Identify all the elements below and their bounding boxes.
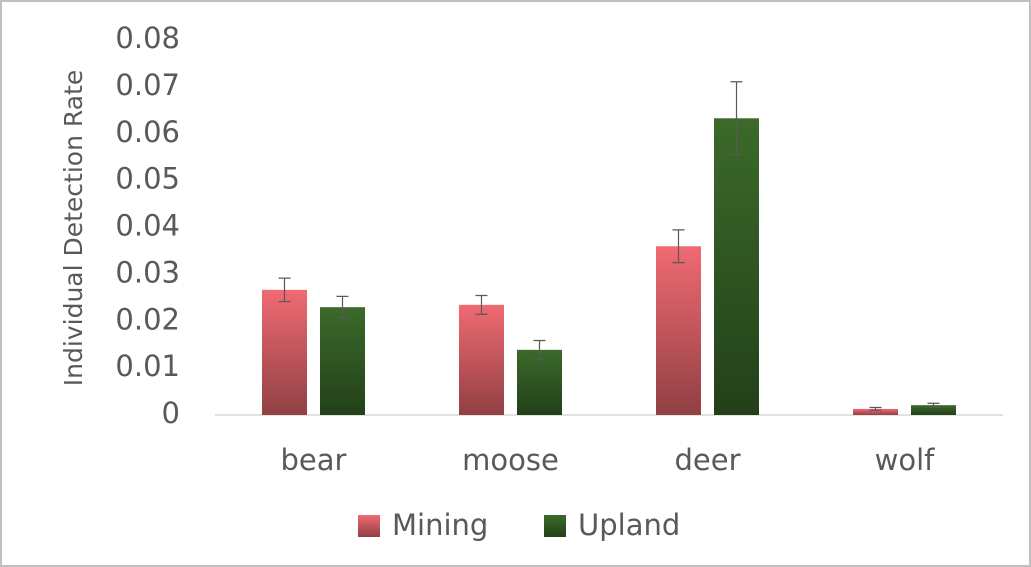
legend-label: Mining xyxy=(392,508,488,542)
bar xyxy=(459,304,504,415)
error-bar xyxy=(475,294,488,315)
error-bar xyxy=(533,339,546,360)
y-tick-label: 0.02 xyxy=(115,302,180,336)
error-bar xyxy=(927,402,940,408)
bar xyxy=(517,349,562,415)
y-tick-label: 0.08 xyxy=(115,21,180,55)
y-tick-label: 0 xyxy=(162,396,180,430)
x-tick-label: moose xyxy=(462,443,559,477)
error-bar xyxy=(336,295,349,319)
bar xyxy=(262,289,307,415)
y-tick-label: 0.03 xyxy=(115,255,180,289)
bar xyxy=(853,408,898,415)
error-bar xyxy=(730,81,743,156)
y-tick-label: 0.04 xyxy=(115,209,180,243)
error-bar xyxy=(869,406,882,411)
y-tick-label: 0.06 xyxy=(115,115,180,149)
legend-swatch xyxy=(544,515,566,537)
legend-label: Upland xyxy=(578,508,680,542)
bar xyxy=(656,246,701,415)
y-tick-label: 0.01 xyxy=(115,349,180,383)
x-tick-label: bear xyxy=(281,443,347,477)
y-tick-label: 0.05 xyxy=(115,162,180,196)
bar xyxy=(714,118,759,415)
x-tick-label: wolf xyxy=(875,443,936,477)
legend-swatch xyxy=(358,515,380,537)
error-bar xyxy=(278,277,291,303)
bar xyxy=(320,307,365,415)
error-bar xyxy=(672,229,685,264)
x-tick-label: deer xyxy=(674,443,740,477)
bar xyxy=(911,405,956,415)
y-axis-label: Individual Detection Rate xyxy=(59,70,88,386)
y-tick-label: 0.07 xyxy=(115,68,180,102)
